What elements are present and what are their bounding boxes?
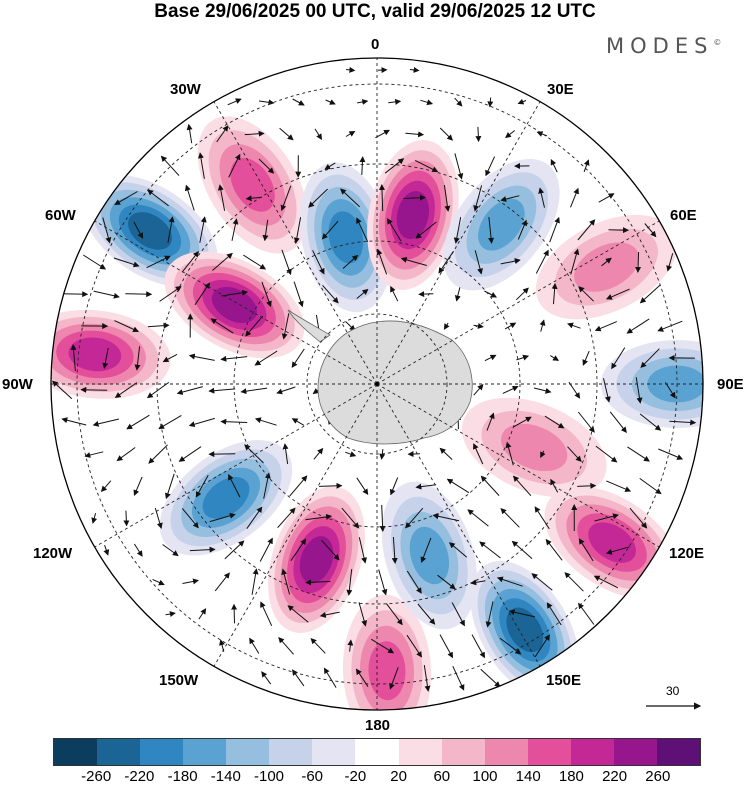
reference-vector: 30 (644, 682, 704, 718)
colorbar-tick-label: -140 (211, 768, 241, 785)
label-lon-60e: 60E (670, 208, 697, 224)
wind-arrow (81, 390, 107, 391)
colorbar-swatch (226, 739, 269, 765)
label-lon-150e: 150E (546, 673, 581, 689)
colorbar-swatch (355, 739, 398, 765)
label-lon-180: 180 (365, 718, 390, 734)
colorbar-tick-label: 100 (472, 768, 497, 785)
label-lon-30e: 30E (547, 82, 574, 98)
colorbar-swatch (183, 739, 226, 765)
colorbar-tick-label: -60 (301, 768, 323, 785)
colorbar-swatch (528, 739, 571, 765)
label-lon-120e: 120E (669, 546, 704, 562)
label-lon-120w: 120W (33, 546, 72, 562)
colorbar (53, 738, 701, 766)
colorbar-tick-label: 20 (390, 768, 407, 785)
label-lon-90e: 90E (717, 377, 744, 393)
colorbar-tick-label: -20 (345, 768, 367, 785)
label-lon-0: 0 (371, 37, 379, 53)
colorbar-tick-label: 220 (602, 768, 627, 785)
pole-marker (375, 382, 379, 386)
colorbar-tick-label: -180 (168, 768, 198, 785)
colorbar-swatch (657, 739, 700, 765)
colorbar-tick-label: 260 (645, 768, 670, 785)
colorbar-swatch (97, 739, 140, 765)
colorbar-tick-label: -100 (254, 768, 284, 785)
colorbar-swatch (312, 739, 355, 765)
colorbar-tick-label: 60 (433, 768, 450, 785)
wind-arrow (126, 511, 127, 526)
colorbar-swatch (140, 739, 183, 765)
colorbar-tick-label: 140 (516, 768, 541, 785)
label-lon-150w: 150W (159, 673, 198, 689)
colorbar-tick-label: -260 (81, 768, 111, 785)
label-lon-90w: 90W (2, 377, 33, 393)
colorbar-tick-label: 180 (559, 768, 584, 785)
map-title: Base 29/06/2025 00 UTC, valid 29/06/2025… (0, 0, 750, 24)
brand-name: MODES (606, 34, 713, 58)
label-lon-30w: 30W (170, 82, 201, 98)
brand-logo: MODES© (606, 34, 721, 58)
colorbar-swatch (269, 739, 312, 765)
colorbar-swatch (571, 739, 614, 765)
colorbar-swatch (485, 739, 528, 765)
wind-arrow (234, 605, 235, 624)
wind-arrow (478, 127, 479, 141)
brand-mark: © (713, 38, 721, 47)
wind-arrow (125, 294, 151, 295)
colorbar-tick-label: -220 (124, 768, 154, 785)
polar-map (0, 0, 750, 730)
colorbar-swatch (442, 739, 485, 765)
colorbar-swatch (614, 739, 657, 765)
label-lon-60w: 60W (45, 208, 76, 224)
colorbar-swatch (54, 739, 97, 765)
wind-arrow (419, 294, 433, 295)
wind-arrow (61, 294, 87, 295)
colorbar-swatch (399, 739, 442, 765)
wind-arrow (638, 252, 639, 272)
